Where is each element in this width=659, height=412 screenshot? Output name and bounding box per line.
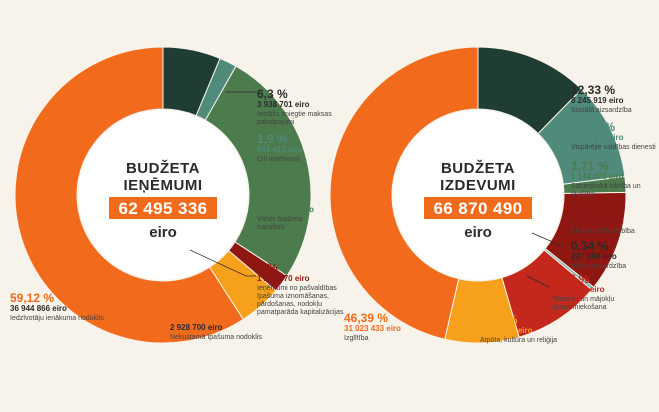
leader-line [531,232,563,247]
slice-percent: 2 % [257,261,278,275]
donut-slice [329,46,479,340]
slice-amount: 3 938 701 eiro [257,100,310,109]
slice-label: 10,67 %7 132 395 eiro Vispārējie valdības… [571,120,656,151]
slice-description: Vides aizsardzība [571,263,626,270]
slice-percent: 10,67 % [571,120,615,134]
slice-description: Citi ieņēmumi [257,156,300,163]
slice-description: Sabiedriskā kārtība un drošība [571,183,641,198]
slice-description: Ekonomiskā darbība [571,228,635,235]
slice-description: Vispārējie valdības dienesti [571,144,656,151]
chart-title: BUDŽETA IEŅĒMUMI [124,159,203,194]
slice-percent: 6,3 % [257,87,288,101]
slice-percent: 9,47 % [552,272,590,286]
slice-label: 1,9 %891 413 eiro Citi ieņēmumi [257,132,303,163]
slice-amount: 891 413 eiro [257,145,303,154]
slice-label: 1,71 %1 144 479 eiro Sabiedriskā kārtība … [571,159,641,198]
slice-description: Atpūta, kultūra un reliģija [480,336,557,344]
slice-description: Nekustamā īpašuma nodoklis [170,334,262,341]
slice-label: 11 %7 359 072 eiro Ekonomiskā darbība [571,204,635,235]
slice-percent: 4,68 % [170,310,208,324]
slice-amount: 31 023 433 eiro [344,324,401,333]
slice-amount: 7 359 072 eiro [571,217,624,226]
slice-label: 26 %16 542 286 eiro Valsts budžeta transfe… [257,192,314,231]
slice-label: 12,33 %8 245 919 eiro Sociālā aizsardzība [571,83,632,114]
slice-percent: 11 % [571,204,598,218]
slice-percent: 26 % [257,192,285,206]
slice-amount: 8 245 919 eiro [571,96,624,105]
slice-amount: 1 144 479 eiro [571,172,624,181]
donut-slice [14,46,244,344]
chart-title: BUDŽETA IZDEVUMI [440,159,516,194]
slice-description: Ieņēmumi no pašvaldības īpašuma iznomāšan… [257,285,344,316]
slice-percent: 1,71 % [571,159,609,173]
slice-amount: 7 132 395 eiro [571,133,624,142]
slice-percent: 1,9 % [257,132,288,146]
slice-label: 46,39 %31 023 433 eiro Izglītība [344,311,401,342]
slice-description: Iestāžu sniegtie maksas pakalpojumi [257,111,332,126]
leader-line [189,249,256,277]
slice-percent: 0,34 % [571,239,609,253]
total-amount-box [424,197,532,219]
slice-label: 9,47 %6 334 430 eiro Teritoriju un mājokļ… [552,272,614,311]
slice-description: Sociālā aizsardzība [571,107,632,114]
slice-amount: 36 944 866 eiro [10,304,67,313]
slice-amount: 2 928 700 eiro [170,323,223,332]
slice-description: Teritoriju un mājokļu apsaimniekošana [552,296,614,311]
slice-description: Valsts budžeta transferti [257,216,303,231]
slice-description: Izglītība [344,335,369,342]
donut-center [78,110,248,280]
slice-description: Iedzīvotāju ienākuma nodoklis [10,315,104,322]
slice-percent: 46,39 % [344,311,388,325]
slice-label: 59,12 %36 944 866 eiro Iedzīvotāju ienāku… [10,291,104,322]
slice-label: 6,3 %3 938 701 eiro Iestāžu sniegtie maks… [257,87,332,126]
expenditure-donut-chart: BUDŽETA IZDEVUMI 66 870 490 eiro 46,39 %31 0… [329,46,656,344]
total-amount: 66 870 490 [433,199,522,218]
slice-percent: 12,33 % [571,83,615,97]
leader-line [526,275,550,288]
revenue-donut-chart: BUDŽETA IEŅĒMUMI 62 495 336 eiro 59,12 %36 9… [10,46,344,344]
slice-amount: 1 249 370 eiro [257,274,310,283]
slice-amount: 227 990 eiro [571,252,617,261]
slice-amount: 5 402 772 eiro [480,326,533,335]
slice-percent: 8,08 % [480,313,518,327]
slice-amount: 16 542 286 eiro [257,205,314,214]
slice-label: 4,68 %2 928 700 eiro Nekustamā īpašuma no… [170,310,262,341]
total-amount: 62 495 336 [118,199,207,218]
donut-slice [204,65,312,277]
slice-label: 0,34 %227 990 eiro Vides aizsardzība [571,239,626,270]
total-unit: eiro [464,224,492,241]
donut-center [393,110,563,280]
total-unit: eiro [149,224,177,241]
slice-amount: 6 334 430 eiro [552,285,605,294]
total-amount-box [109,197,217,219]
slice-percent: 59,12 % [10,291,54,305]
slice-label: 2 %1 249 370 eiro Ieņēmumi no pašvaldības… [257,261,344,316]
